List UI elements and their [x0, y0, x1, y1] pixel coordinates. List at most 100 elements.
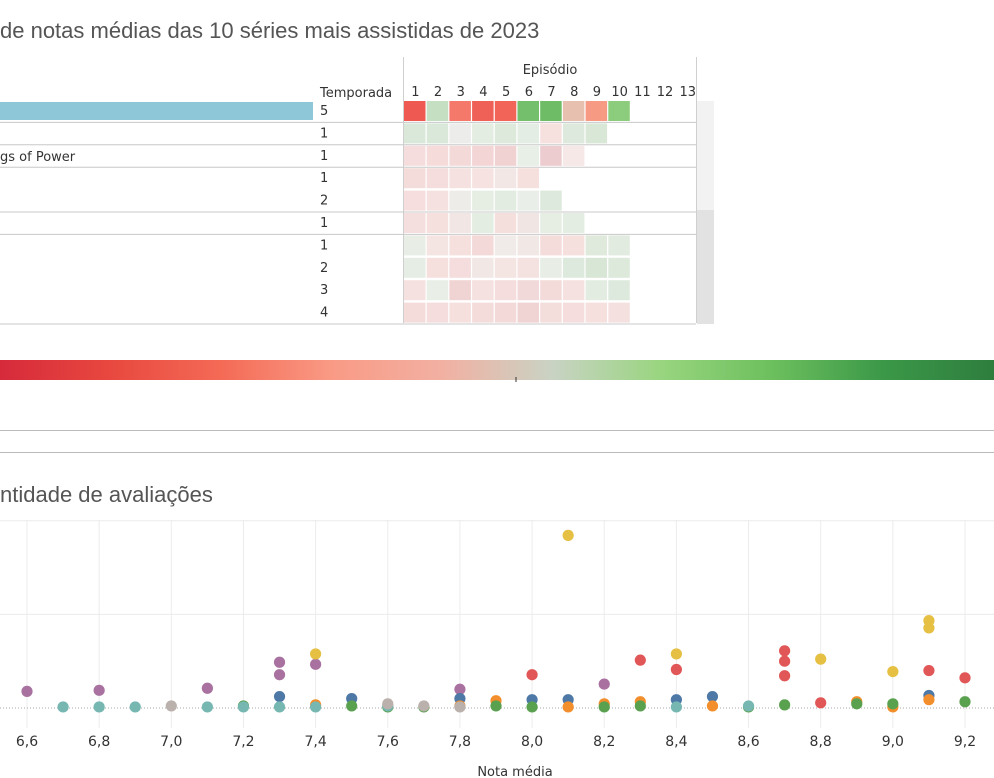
season-label: 2	[320, 261, 328, 276]
x-tick-label: 8,2	[593, 734, 615, 750]
data-point	[779, 645, 791, 657]
data-point	[887, 666, 899, 678]
heatmap-cell	[562, 257, 585, 278]
data-point	[562, 529, 574, 541]
heatmap-cell	[449, 302, 471, 323]
heatmap-cell	[562, 123, 585, 144]
scatter-title: ntidade de avaliações	[0, 482, 213, 507]
x-tick-label: 6,6	[16, 734, 38, 750]
x-tick-label: 8,6	[737, 734, 759, 750]
data-point	[706, 690, 719, 703]
heatmap-cell	[472, 168, 494, 189]
heatmap-cell	[562, 145, 585, 166]
season-label: 1	[320, 171, 328, 186]
data-point	[490, 700, 502, 712]
heatmap-cell	[494, 168, 517, 189]
heatmap-cell	[404, 190, 426, 211]
x-tick-label: 7,4	[304, 734, 326, 750]
episode-tick-label: 4	[479, 85, 487, 100]
heatmap-cell	[540, 123, 562, 144]
x-tick-label: 7,8	[449, 734, 471, 750]
heatmap-cell	[426, 235, 449, 256]
data-point	[454, 701, 466, 713]
heatmap-cell	[517, 280, 539, 301]
heatmap-cell	[517, 235, 539, 256]
heatmap-cell	[494, 101, 517, 121]
data-point	[93, 684, 105, 696]
data-point	[346, 700, 358, 712]
heatmap-cell	[404, 123, 426, 144]
season-label: 4	[320, 306, 328, 321]
data-point	[201, 682, 213, 694]
season-label: 5	[320, 104, 328, 119]
data-point	[779, 699, 791, 711]
data-point	[57, 701, 69, 713]
heatmap-cell	[404, 257, 426, 278]
x-tick-label: 8,4	[665, 734, 687, 750]
heatmap-cell	[585, 257, 608, 278]
heatmap-cell	[562, 280, 585, 301]
season-label: 2	[320, 194, 328, 209]
heatmap-cell	[494, 280, 517, 301]
heatmap-cell	[517, 123, 539, 144]
heatmap-cell	[449, 168, 471, 189]
heatmap-cell	[449, 280, 471, 301]
heatmap-cell	[494, 213, 517, 233]
data-point	[201, 701, 213, 713]
data-point	[21, 685, 33, 697]
x-tick-label: 7,6	[377, 734, 399, 750]
x-tick-label: 7,2	[232, 734, 254, 750]
data-point	[779, 655, 791, 667]
data-point	[598, 678, 610, 690]
heatmap-cell	[472, 145, 494, 166]
heatmap-cell	[585, 302, 608, 323]
heatmap-cell	[540, 235, 562, 256]
data-point	[273, 669, 286, 681]
data-point	[815, 653, 827, 665]
data-point	[526, 701, 538, 713]
heatmap-cell	[426, 145, 449, 166]
heatmap-cell	[426, 213, 449, 233]
season-label: 3	[320, 283, 328, 298]
series-name-label: gs of Power	[0, 150, 76, 165]
heatmap-cell	[426, 257, 449, 278]
heatmap-cell	[449, 145, 471, 166]
heatmap-cell	[494, 257, 517, 278]
heatmap-cell	[494, 123, 517, 144]
episode-header: Episódio	[523, 63, 578, 78]
episode-tick-label: 11	[634, 85, 651, 100]
heatmap-cell	[585, 280, 608, 301]
heatmap-cell	[426, 190, 449, 211]
heatmap-cell	[472, 302, 494, 323]
heatmap-cell	[426, 280, 449, 301]
heatmap-cell	[449, 235, 471, 256]
data-point	[706, 700, 719, 712]
heatmap-cell	[494, 145, 517, 166]
x-tick-label: 9,0	[882, 734, 904, 750]
episode-tick-label: 10	[611, 85, 628, 100]
heatmap-cell	[540, 302, 562, 323]
heatmap-cell	[404, 302, 426, 323]
season-label: 1	[320, 216, 328, 231]
heatmap-cell	[404, 235, 426, 256]
heatmap-cell	[608, 235, 630, 256]
heatmap-cell	[608, 257, 630, 278]
data-point	[887, 698, 899, 710]
heatmap-cell	[404, 101, 426, 121]
heatmap-cell	[608, 101, 630, 121]
episode-tick-label: 13	[679, 85, 696, 100]
heatmap-cell	[517, 302, 539, 323]
selected-row-bar	[0, 102, 313, 120]
heatmap-cell	[426, 101, 449, 121]
data-point	[634, 654, 646, 666]
data-point	[562, 701, 574, 713]
heatmap-title: de notas médias das 10 séries mais assis…	[0, 18, 540, 43]
heatmap-cell	[426, 168, 449, 189]
data-point	[923, 664, 935, 677]
heatmap-cell	[449, 190, 471, 211]
data-point	[923, 622, 935, 634]
season-label: 1	[320, 238, 328, 253]
data-point	[273, 690, 286, 703]
data-point	[526, 669, 538, 681]
heatmap-cell	[404, 213, 426, 233]
